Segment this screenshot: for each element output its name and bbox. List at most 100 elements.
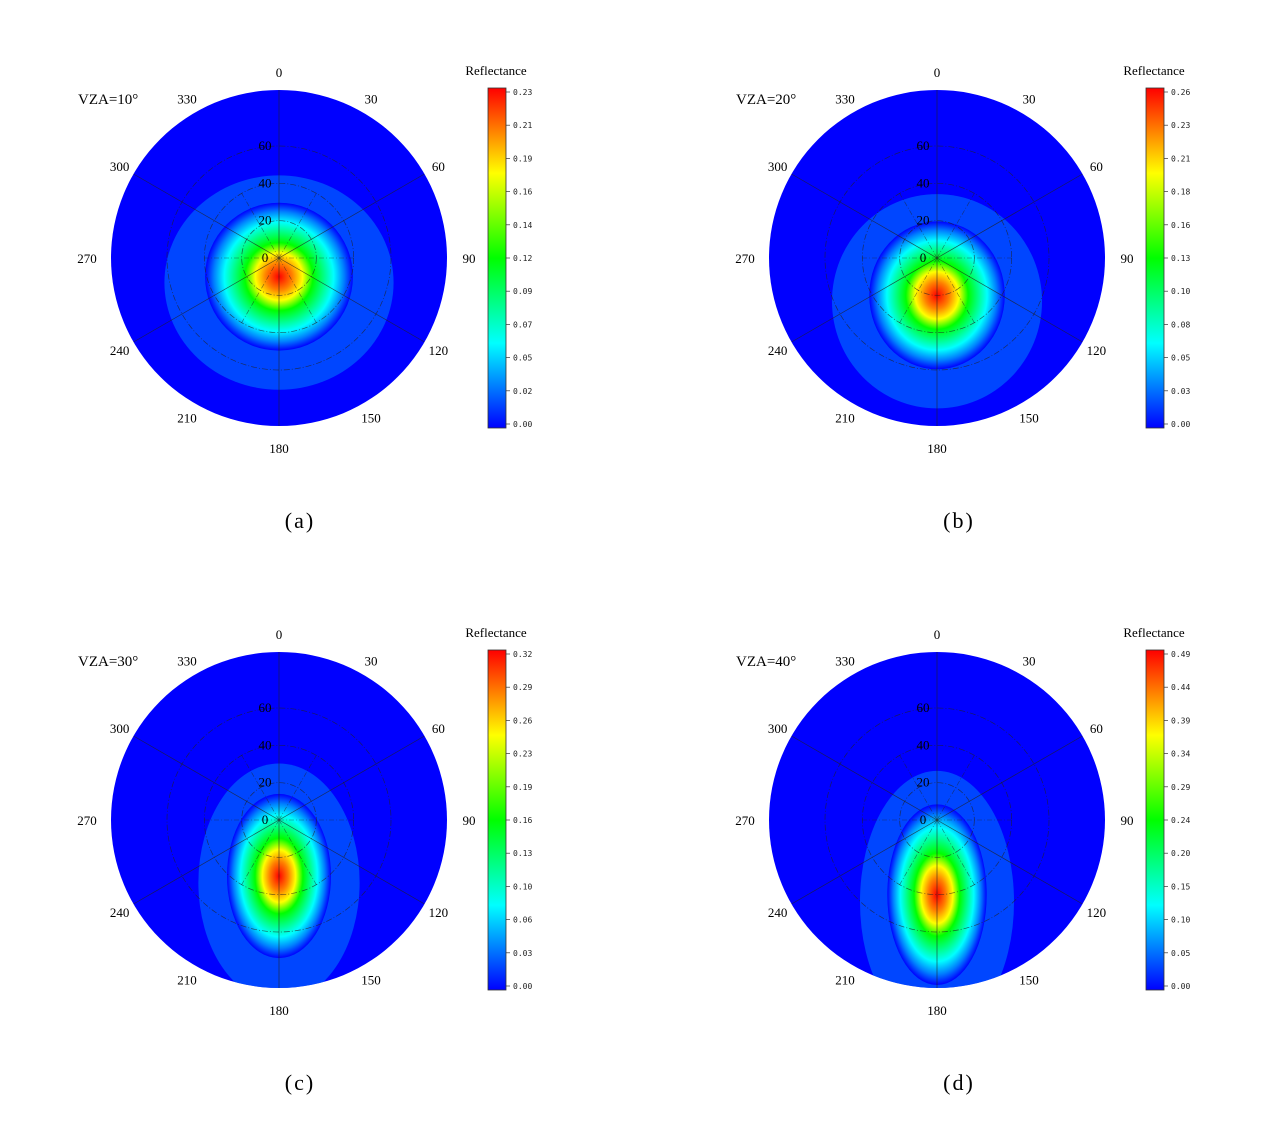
azimuth-spoke — [791, 257, 938, 343]
caption: (c) — [284, 1070, 316, 1095]
azimuth-spoke — [898, 192, 938, 259]
azimuth-spoke — [240, 754, 280, 821]
panel-a: 0 20 40 60 0 30 60 90 120 150 180 210 240 270 300 330 VZ… — [0, 0, 634, 565]
zenith-label: 40 — [917, 737, 930, 752]
azimuth-spoke — [791, 819, 938, 905]
azimuth-spoke — [240, 819, 280, 886]
zenith-label: 60 — [917, 700, 930, 715]
azimuth-label: 120 — [1087, 905, 1107, 920]
azimuth-label: 240 — [768, 905, 788, 920]
azimuth-spoke — [936, 819, 976, 886]
azimuth-spoke — [278, 819, 425, 905]
zenith-label: 40 — [917, 175, 930, 190]
azimuth-spoke — [133, 257, 280, 343]
colorbar-tick-label: 0.10 — [513, 882, 532, 891]
colorbar-tick-label: 0.05 — [1171, 949, 1190, 958]
azimuth-label: 300 — [768, 721, 788, 736]
colorbar-tick-label: 0.00 — [1171, 420, 1190, 429]
azimuth-label: 120 — [429, 343, 449, 358]
azimuth-label: 0 — [276, 65, 283, 80]
zenith-label: 0 — [262, 812, 269, 827]
colorbar-label: Reflectance — [1123, 625, 1185, 640]
azimuth-label: 300 — [110, 159, 130, 174]
azimuth-label: 30 — [365, 92, 378, 107]
azimuth-label: 270 — [77, 251, 97, 266]
azimuth-label: 180 — [269, 1003, 289, 1018]
colorbar-tick-label: 0.15 — [1171, 882, 1190, 891]
chart-title: VZA=40° — [736, 654, 796, 670]
polar-chart: 0 20 40 60 0 30 60 90 120 150 180 210 240 270 300 330 VZ… — [735, 625, 1190, 1018]
azimuth-label: 240 — [110, 905, 130, 920]
azimuth-label: 30 — [1023, 654, 1036, 669]
caption: (a) — [284, 508, 316, 533]
azimuth-label: 270 — [735, 251, 755, 266]
azimuth-spoke — [133, 735, 280, 821]
azimuth-label: 330 — [177, 92, 197, 107]
azimuth-label: 120 — [429, 905, 449, 920]
colorbar-tick-label: 0.19 — [513, 154, 532, 163]
azimuth-label: 150 — [1019, 410, 1039, 425]
azimuth-label: 270 — [77, 813, 97, 828]
azimuth-label: 210 — [835, 972, 855, 987]
azimuth-label: 300 — [110, 721, 130, 736]
colorbar-tick-label: 0.00 — [513, 420, 532, 429]
colorbar — [487, 87, 507, 429]
colorbar-tick-label: 0.21 — [1171, 154, 1190, 163]
azimuth-label: 120 — [1087, 343, 1107, 358]
colorbar — [1145, 87, 1165, 429]
azimuth-label: 240 — [768, 343, 788, 358]
azimuth-label: 60 — [432, 159, 445, 174]
zenith-label: 60 — [917, 138, 930, 153]
colorbar-tick-label: 0.05 — [513, 354, 532, 363]
zenith-ring — [824, 145, 1050, 371]
colorbar-tick-label: 0.09 — [513, 287, 532, 296]
azimuth-spoke — [791, 173, 938, 259]
azimuth-label: 330 — [177, 654, 197, 669]
chart-title: VZA=30° — [78, 654, 138, 670]
colorbar-tick-label: 0.20 — [1171, 849, 1190, 858]
colorbar-tick-label: 0.34 — [1171, 750, 1190, 759]
azimuth-spoke — [278, 192, 318, 259]
colorbar-tick-label: 0.19 — [513, 783, 532, 792]
zenith-ring — [166, 707, 392, 933]
colorbar-tick-label: 0.24 — [1171, 816, 1190, 825]
polar-chart: 0 20 40 60 0 30 60 90 120 150 180 210 240 270 300 330 VZ… — [735, 63, 1190, 456]
colorbar-tick-label: 0.21 — [513, 121, 532, 130]
colorbar-tick-label: 0.23 — [1171, 121, 1190, 130]
azimuth-label: 210 — [177, 972, 197, 987]
azimuth-label: 0 — [934, 627, 941, 642]
colorbar-label: Reflectance — [465, 63, 527, 78]
colorbar-tick-label: 0.06 — [513, 916, 532, 925]
azimuth-spoke — [936, 754, 976, 821]
azimuth-label: 150 — [1019, 972, 1039, 987]
azimuth-spoke — [278, 257, 425, 343]
azimuth-label: 90 — [1121, 813, 1134, 828]
azimuth-spoke — [278, 173, 425, 259]
panel-b: 0 20 40 60 0 30 60 90 120 150 180 210 240 270 300 330 VZ… — [658, 0, 1268, 565]
azimuth-label: 0 — [934, 65, 941, 80]
zenith-label: 60 — [259, 138, 272, 153]
zenith-ring — [824, 707, 1050, 933]
colorbar-tick-label: 0.29 — [513, 683, 532, 692]
colorbar-tick-label: 0.10 — [1171, 916, 1190, 925]
colorbar-label: Reflectance — [465, 625, 527, 640]
azimuth-spoke — [898, 819, 938, 886]
colorbar-tick-label: 0.03 — [1171, 387, 1190, 396]
azimuth-label: 30 — [365, 654, 378, 669]
azimuth-label: 210 — [177, 410, 197, 425]
polar-chart: 0 20 40 60 0 30 60 90 120 150 180 210 240 270 300 330 VZ… — [77, 625, 532, 1018]
azimuth-spoke — [133, 173, 280, 259]
colorbar-tick-label: 0.26 — [1171, 88, 1190, 97]
azimuth-label: 90 — [463, 813, 476, 828]
zenith-ring — [166, 145, 392, 371]
colorbar-tick-label: 0.03 — [513, 949, 532, 958]
colorbar-tick-label: 0.16 — [513, 816, 532, 825]
azimuth-label: 0 — [276, 627, 283, 642]
azimuth-label: 210 — [835, 410, 855, 425]
azimuth-spoke — [240, 192, 280, 259]
azimuth-label: 30 — [1023, 92, 1036, 107]
colorbar-tick-label: 0.49 — [1171, 650, 1190, 659]
azimuth-spoke — [791, 735, 938, 821]
azimuth-label: 300 — [768, 159, 788, 174]
colorbar-tick-label: 0.13 — [1171, 254, 1190, 263]
